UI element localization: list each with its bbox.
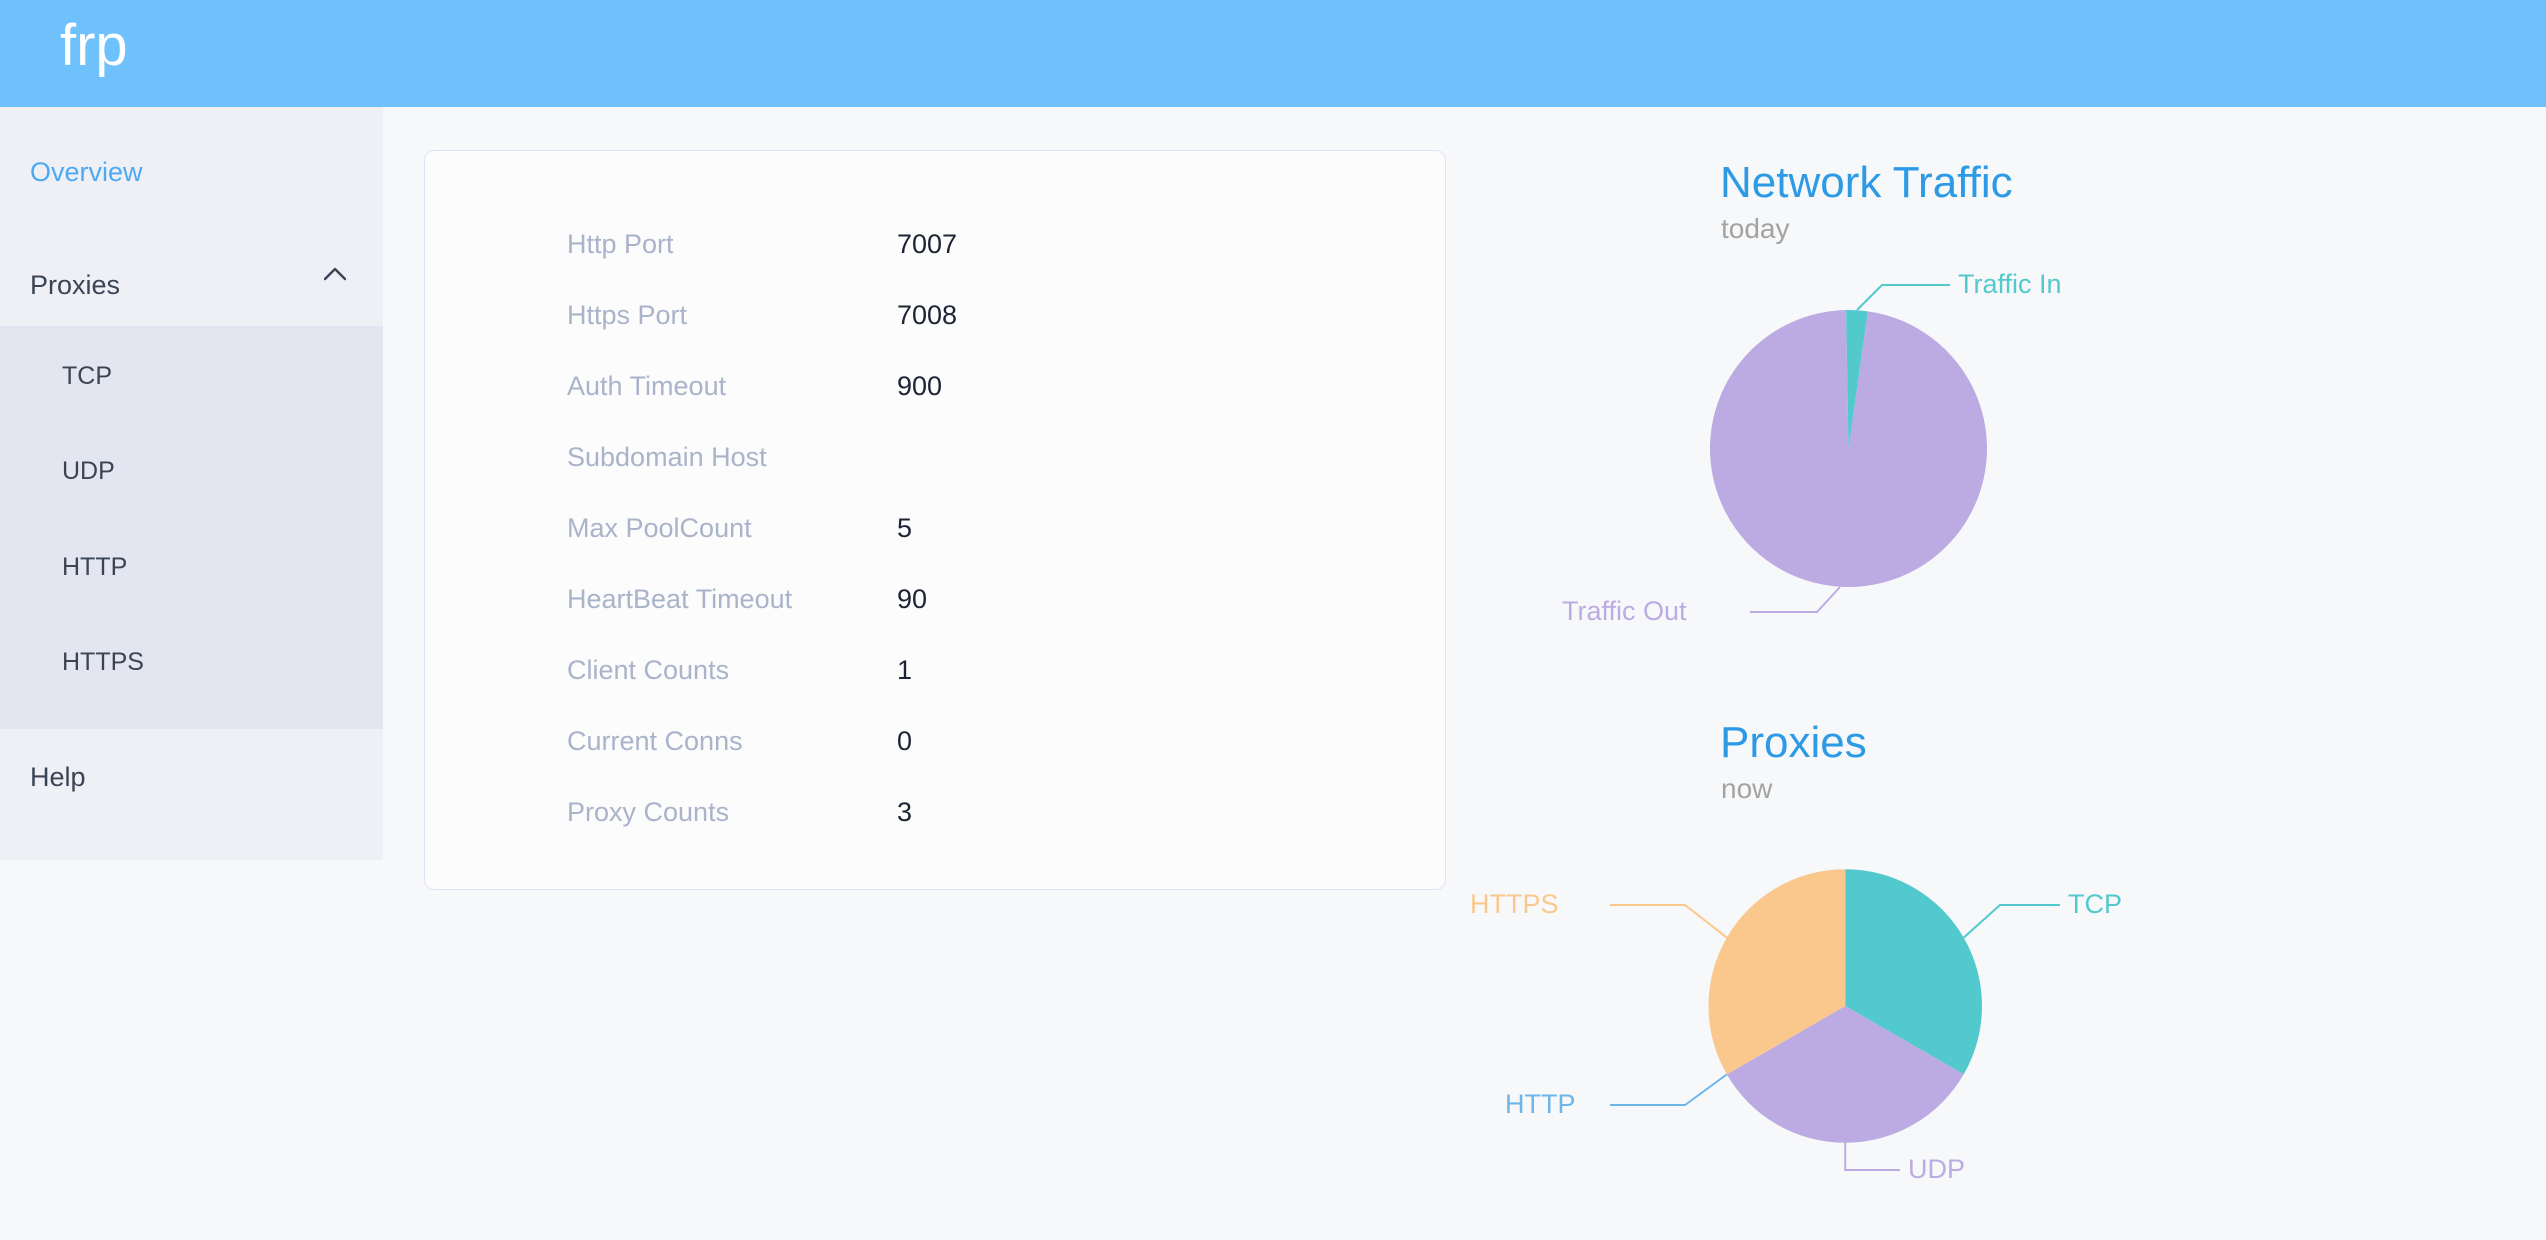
svg-text:Traffic Out: Traffic Out — [1562, 596, 1687, 626]
svg-text:TCP: TCP — [2068, 889, 2122, 919]
svg-text:HTTP: HTTP — [1505, 1089, 1576, 1119]
svg-text:UDP: UDP — [1908, 1154, 1965, 1184]
svg-text:Traffic In: Traffic In — [1958, 269, 2062, 299]
svg-text:HTTPS: HTTPS — [1470, 889, 1559, 919]
